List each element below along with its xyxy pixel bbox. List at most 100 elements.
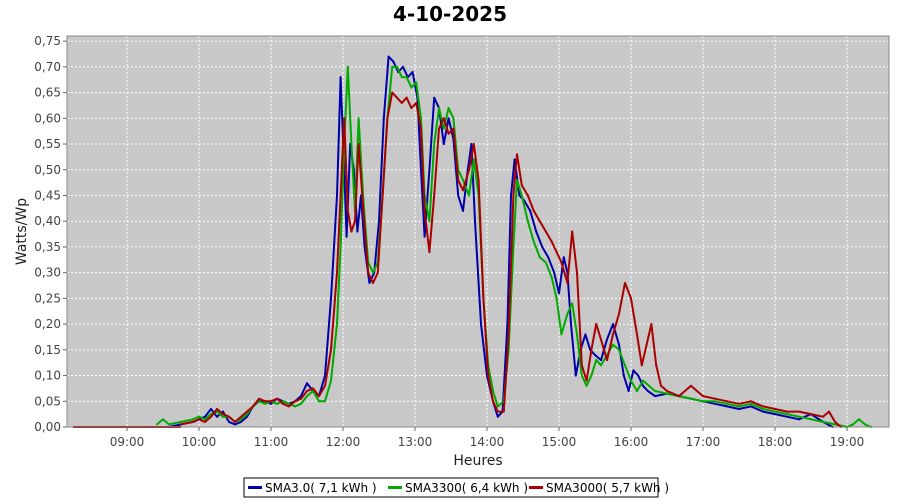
- x-tick-label: 12:00: [326, 435, 361, 449]
- data-point: [558, 292, 560, 295]
- data-point: [396, 65, 398, 68]
- data-point: [678, 395, 680, 398]
- data-point: [480, 323, 482, 326]
- data-point: [690, 397, 692, 400]
- axes: 0,00 0,05 0,10 0,15 0,20 0,25 0,30 0,35 0,40 0,45…: [34, 34, 890, 449]
- data-point: [477, 179, 480, 182]
- data-point: [810, 418, 812, 421]
- data-point: [312, 387, 314, 390]
- data-point: [571, 302, 574, 305]
- data-point: [555, 251, 558, 254]
- plot-area: [67, 36, 889, 427]
- data-point: [550, 240, 553, 243]
- data-point: [204, 420, 206, 423]
- data-point: [526, 220, 529, 223]
- data-point: [210, 407, 212, 410]
- data-point: [276, 397, 278, 400]
- data-point: [462, 189, 464, 192]
- data-point: [264, 400, 266, 403]
- data-point: [666, 392, 668, 395]
- data-point: [786, 415, 788, 418]
- data-point: [372, 281, 374, 284]
- plot-border: [66, 35, 890, 428]
- data-point: [346, 65, 349, 68]
- data-point: [864, 423, 866, 426]
- data-point: [336, 323, 338, 326]
- data-point: [852, 423, 854, 426]
- data-point: [391, 91, 394, 94]
- data-point: [571, 230, 574, 233]
- data-point: [240, 420, 242, 423]
- data-point: [339, 194, 342, 197]
- data-point: [350, 143, 353, 146]
- data-point: [350, 230, 353, 233]
- data-point: [585, 384, 588, 387]
- data-point: [367, 271, 370, 274]
- data-point: [447, 117, 450, 120]
- legend-label-2: SMA3300( 6,4 kWh ): [405, 481, 528, 495]
- data-point: [594, 353, 596, 356]
- data-point: [798, 418, 800, 421]
- data-point: [318, 395, 320, 398]
- data-point: [566, 312, 569, 315]
- data-point: [423, 235, 426, 238]
- data-point: [216, 415, 218, 418]
- data-point: [442, 143, 445, 146]
- data-point: [612, 333, 614, 336]
- data-point: [368, 281, 371, 284]
- data-point: [354, 220, 356, 223]
- x-tick-label: 11:00: [254, 435, 289, 449]
- data-point: [433, 194, 436, 197]
- data-point: [562, 256, 565, 259]
- data-point: [433, 96, 436, 99]
- data-point: [544, 230, 547, 233]
- data-point: [547, 256, 550, 259]
- data-point: [650, 323, 653, 326]
- data-point: [382, 117, 385, 120]
- data-point: [294, 400, 296, 403]
- data-point: [750, 402, 752, 405]
- data-point: [786, 413, 788, 416]
- data-point: [391, 65, 394, 68]
- data-point: [600, 359, 602, 362]
- data-point: [428, 168, 431, 171]
- data-point: [627, 389, 630, 392]
- data-point: [356, 230, 359, 233]
- data-point: [343, 117, 346, 120]
- data-point: [156, 423, 158, 426]
- data-point: [532, 240, 535, 243]
- legend-box: [243, 477, 659, 498]
- data-point: [506, 323, 509, 326]
- data-point: [702, 395, 704, 398]
- data-point: [632, 369, 635, 372]
- data-point: [468, 168, 470, 171]
- data-point: [726, 402, 728, 405]
- data-point: [363, 245, 366, 248]
- data-point: [584, 333, 587, 336]
- data-point: [595, 359, 598, 362]
- data-point: [240, 418, 242, 421]
- data-point: [538, 220, 541, 223]
- data-point: [630, 379, 632, 382]
- data-point: [660, 384, 662, 387]
- data-point: [252, 405, 254, 408]
- data-point: [834, 423, 836, 426]
- data-point: [630, 297, 632, 300]
- data-point: [636, 389, 638, 392]
- data-point: [544, 261, 547, 264]
- data-point: [386, 117, 389, 120]
- data-point: [600, 338, 602, 341]
- data-point: [210, 415, 212, 418]
- data-point: [228, 420, 230, 423]
- data-point: [433, 143, 436, 146]
- data-point: [306, 395, 308, 398]
- y-tick-label: 0,00: [34, 420, 61, 434]
- y-tick-label: 0,55: [34, 137, 61, 151]
- data-point: [786, 410, 788, 413]
- y-tick-label: 0,45: [34, 188, 61, 202]
- data-point: [762, 410, 764, 413]
- data-point: [541, 245, 544, 248]
- data-point: [381, 194, 384, 197]
- data-point: [468, 194, 470, 197]
